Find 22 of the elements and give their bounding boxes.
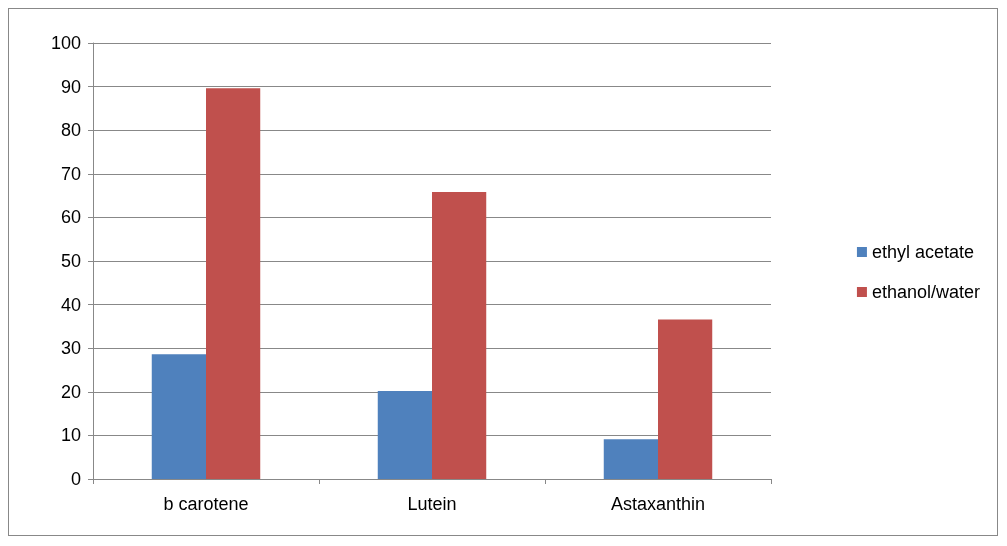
y-tick-label: 90 [60,76,81,97]
y-tick-label: 50 [60,251,81,271]
x-tick-label: Lutein [407,494,457,514]
x-tick-label: b carotene [163,494,249,514]
bar [658,319,713,479]
x-tick-label: Astaxanthin [610,494,706,514]
legend-label: ethanol/water [871,282,981,302]
y-tick-label: 40 [60,294,81,315]
y-tick-label: 0 [70,469,81,489]
bar [377,390,432,479]
y-tick-label: 80 [60,120,81,141]
y-tick-label: 30 [60,338,81,359]
bar [151,354,206,479]
bar [432,192,487,479]
y-tick-label: 70 [60,163,81,184]
bar [206,88,261,479]
y-tick-label: 10 [60,425,81,446]
y-tick-label: 100 [50,33,81,53]
y-tick-label: 60 [60,207,81,228]
legend-label: ethyl acetate [871,242,975,262]
y-tick-label: 20 [60,381,81,402]
bar [603,439,658,479]
